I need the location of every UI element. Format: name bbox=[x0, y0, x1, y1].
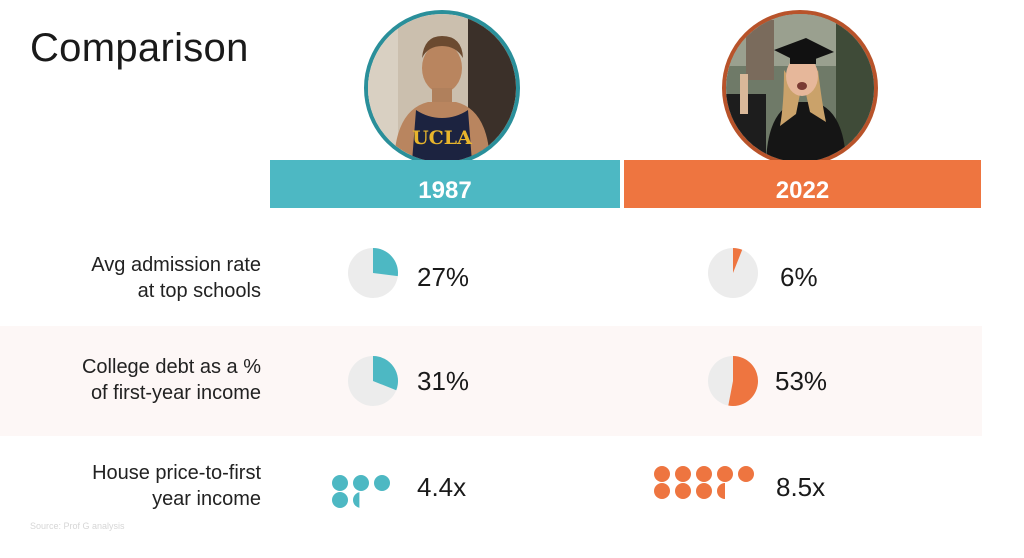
year-header-2022: 2022 bbox=[624, 160, 981, 208]
house-1987-dot bbox=[332, 492, 348, 508]
house-2022-dot bbox=[654, 466, 670, 482]
row-highlight-band bbox=[0, 326, 982, 436]
house-2022-dot bbox=[675, 466, 691, 482]
house-2022-dot-partial bbox=[717, 483, 725, 499]
value-debt-2022: 53% bbox=[775, 366, 828, 396]
row-label-line: at top schools bbox=[137, 280, 261, 302]
value-house-2022: 8.5x bbox=[776, 472, 826, 502]
row-label-line: Avg admission rate bbox=[91, 254, 261, 276]
value-admission-1987: 27% bbox=[417, 262, 470, 292]
value-debt-1987: 31% bbox=[417, 366, 470, 396]
house-2022-dot bbox=[654, 483, 670, 499]
row-label-line: year income bbox=[152, 488, 261, 510]
house-1987-dot bbox=[374, 475, 390, 491]
house-2022-dot bbox=[696, 466, 712, 482]
value-house-1987: 4.4x bbox=[417, 472, 467, 502]
house-1987-dot bbox=[353, 475, 369, 491]
row-label-line: House price-to-first bbox=[92, 462, 261, 484]
row-label-college-debt: College debt as a % of first-year income bbox=[21, 354, 261, 406]
row-label-house-price: House price-to-first year income bbox=[21, 460, 261, 512]
pie-admission-1987-slice bbox=[373, 248, 398, 277]
row-label-admission: Avg admission rate at top schools bbox=[21, 252, 261, 304]
pie-admission-2022-slice bbox=[733, 248, 743, 273]
house-2022-dot bbox=[738, 466, 754, 482]
pie-debt-1987-slice bbox=[373, 356, 398, 391]
house-2022-dot bbox=[696, 483, 712, 499]
row-label-line: College debt as a % bbox=[81, 356, 261, 378]
svg-text:UCLA: UCLA bbox=[412, 127, 472, 149]
house-2022-dot bbox=[675, 483, 691, 499]
house-1987-dot bbox=[332, 475, 348, 491]
pie-debt-2022-slice bbox=[728, 356, 758, 407]
value-admission-2022: 6% bbox=[780, 262, 818, 292]
page-title: Comparison bbox=[30, 26, 249, 70]
year-header-1987: 1987 bbox=[270, 160, 620, 208]
house-2022-dot bbox=[717, 466, 733, 482]
house-1987-dot-partial bbox=[353, 492, 360, 508]
source-note: Source: Prof G analysis bbox=[30, 521, 125, 531]
row-label-line: of first-year income bbox=[90, 382, 261, 404]
